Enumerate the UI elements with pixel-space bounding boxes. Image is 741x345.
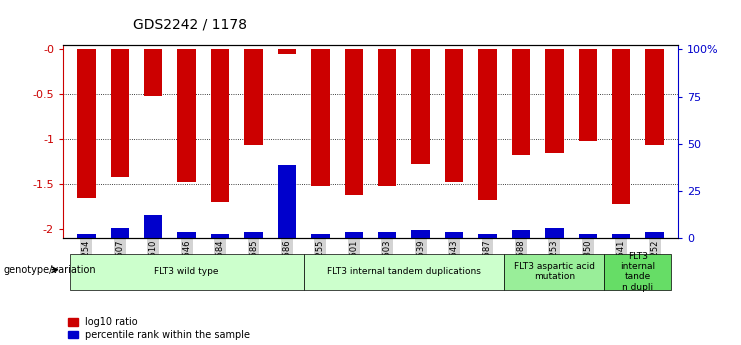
Bar — [211, 49, 229, 202]
Bar — [144, 215, 162, 238]
Bar — [579, 49, 597, 141]
Bar — [245, 232, 263, 238]
Bar — [278, 49, 296, 54]
Bar — [512, 230, 530, 238]
Legend: log10 ratio, percentile rank within the sample: log10 ratio, percentile rank within the … — [68, 317, 250, 340]
Text: GDS2242 / 1178: GDS2242 / 1178 — [133, 17, 247, 31]
Bar — [411, 49, 430, 164]
Bar — [278, 165, 296, 238]
Bar — [478, 49, 496, 200]
FancyBboxPatch shape — [70, 254, 304, 289]
Bar — [512, 49, 530, 155]
Bar — [645, 49, 664, 145]
Bar — [645, 232, 664, 238]
Bar — [612, 234, 631, 238]
Bar — [345, 232, 363, 238]
Bar — [311, 49, 330, 186]
Text: genotype/variation: genotype/variation — [4, 265, 96, 275]
Bar — [445, 232, 463, 238]
Text: FLT3
internal
tande
n dupli: FLT3 internal tande n dupli — [620, 252, 656, 292]
Bar — [245, 49, 263, 146]
Bar — [177, 49, 196, 183]
Bar — [478, 234, 496, 238]
Bar — [211, 234, 229, 238]
Text: FLT3 internal tandem duplications: FLT3 internal tandem duplications — [327, 267, 481, 276]
Bar — [545, 49, 564, 153]
FancyBboxPatch shape — [304, 254, 504, 289]
Bar — [612, 49, 631, 204]
Bar — [378, 49, 396, 186]
Bar — [345, 49, 363, 195]
Bar — [110, 228, 129, 238]
Bar — [177, 232, 196, 238]
Bar — [545, 228, 564, 238]
FancyBboxPatch shape — [504, 254, 605, 289]
Bar — [378, 232, 396, 238]
Bar — [579, 234, 597, 238]
Bar — [445, 49, 463, 183]
Bar — [311, 234, 330, 238]
Bar — [144, 49, 162, 96]
Bar — [110, 49, 129, 177]
Bar — [411, 230, 430, 238]
Text: FLT3 wild type: FLT3 wild type — [154, 267, 219, 276]
Bar — [77, 49, 96, 198]
FancyBboxPatch shape — [605, 254, 671, 289]
Bar — [77, 234, 96, 238]
Text: FLT3 aspartic acid
mutation: FLT3 aspartic acid mutation — [514, 262, 595, 282]
